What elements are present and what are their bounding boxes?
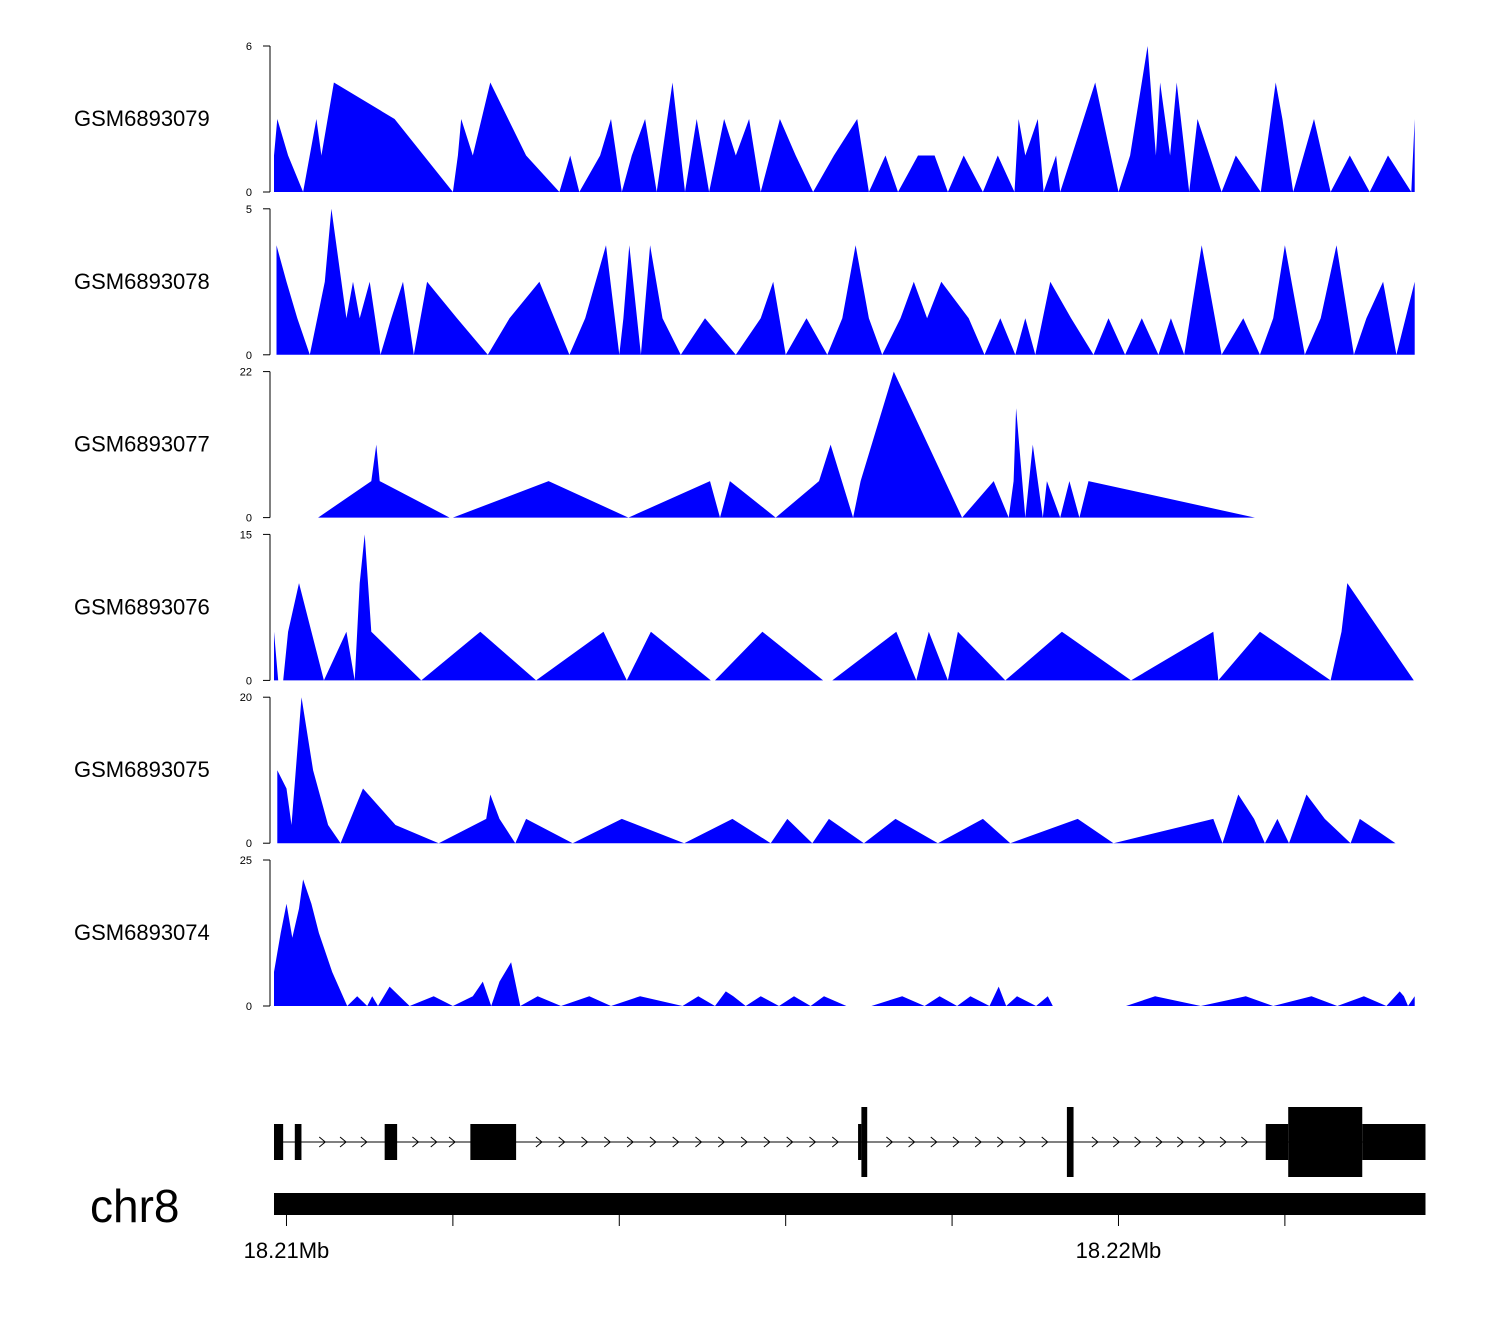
strand-chevron [952,1136,960,1148]
chromosome-label: chr8 [90,1180,179,1232]
strand-chevron [603,1136,612,1148]
exon-2 [294,1124,302,1160]
axis-tick-label: 18.21Mb [244,1238,330,1263]
strand-chevron [740,1136,748,1148]
coverage-track-GSM6893074: 25 0 GSM6893074 [74,855,1415,1013]
chromosome-ideogram: chr8 [90,1180,1426,1232]
strand-chevron [809,1136,817,1148]
y-axis-max-label: 6 [246,41,252,53]
strand-chevron [1091,1136,1099,1148]
strand-chevron [763,1136,771,1148]
y-axis-max-label: 22 [240,367,252,379]
exon-10 [1362,1124,1426,1160]
strand-chevron [786,1136,794,1148]
strand-chevron [360,1136,368,1148]
exon-4 [470,1124,517,1160]
strand-chevron [649,1136,657,1148]
exon-3 [384,1124,398,1160]
strand-chevron [558,1136,566,1148]
exon-9 [1288,1107,1363,1177]
coverage-tracks: 6 0 GSM6893079 5 0 GSM6893078 22 0 GSM6893077 15 0… [74,41,1415,1013]
coverage-area [274,46,1415,192]
strand-chevron [535,1136,543,1148]
coverage-track-GSM6893075: 20 0 GSM6893075 [74,692,1396,850]
track-label: GSM6893076 [74,594,210,619]
coverage-track-GSM6893077: 22 0 GSM6893077 [74,367,1255,525]
genomic-axis: 18.21Mb 18.22Mb [244,1215,1286,1263]
strand-chevron [1198,1136,1206,1148]
strand-chevron [717,1136,726,1148]
strand-chevron [581,1136,589,1148]
y-axis-max-label: 25 [240,855,252,867]
exon-7 [1066,1107,1074,1177]
y-axis-min-label: 0 [246,513,252,525]
strand-chevron [1112,1136,1121,1148]
strand-chevron [412,1136,420,1148]
strand-chevron [1155,1136,1163,1148]
strand-chevron [339,1136,347,1148]
track-label: GSM6893074 [74,920,210,945]
track-label: GSM6893078 [74,269,210,294]
y-axis-max-label: 15 [240,529,252,541]
strand-chevron [908,1136,916,1148]
coverage-area [276,208,1415,355]
track-label: GSM6893075 [74,757,210,782]
y-axis-max-label: 5 [246,204,252,216]
exon-8 [1265,1124,1289,1160]
strand-chevron [430,1136,438,1148]
y-axis-min-label: 0 [246,675,252,687]
coverage-area [274,534,1414,681]
track-label: GSM6893079 [74,106,210,131]
strand-chevron [448,1136,456,1148]
exon-6 [861,1107,868,1177]
track-label: GSM6893077 [74,432,210,457]
strand-chevron [831,1136,840,1148]
y-axis-min-label: 0 [246,838,252,850]
strand-chevron [997,1136,1005,1148]
strand-chevron [626,1136,634,1148]
strand-chevron [695,1136,703,1148]
strand-chevron [1219,1136,1227,1148]
coverage-track-GSM6893079: 6 0 GSM6893079 [74,41,1415,199]
y-axis-max-label: 20 [240,692,252,704]
exon-1 [274,1124,284,1160]
exon-5 [858,1124,862,1160]
y-axis-min-label: 0 [246,187,252,199]
coverage-area [277,697,1396,844]
coverage-area [274,879,1415,1006]
strand-chevron [1041,1136,1049,1148]
gene-model-track [274,1107,1426,1177]
coverage-area [318,371,1255,518]
strand-chevron [974,1136,982,1148]
strand-chevron [1177,1136,1185,1148]
strand-chevron [886,1136,894,1148]
coverage-track-GSM6893076: 15 0 GSM6893076 [74,529,1414,687]
strand-chevron [1241,1136,1249,1148]
y-axis-min-label: 0 [246,350,252,362]
strand-chevron [318,1136,327,1148]
y-axis-min-label: 0 [246,1001,252,1013]
strand-chevron [672,1136,680,1148]
strand-chevron [1019,1136,1027,1148]
strand-chevron [930,1136,938,1148]
axis-tick-label: 18.22Mb [1076,1238,1162,1263]
chromosome-bar [274,1193,1426,1215]
strand-chevron [1134,1136,1142,1148]
coverage-track-GSM6893078: 5 0 GSM6893078 [74,204,1415,362]
